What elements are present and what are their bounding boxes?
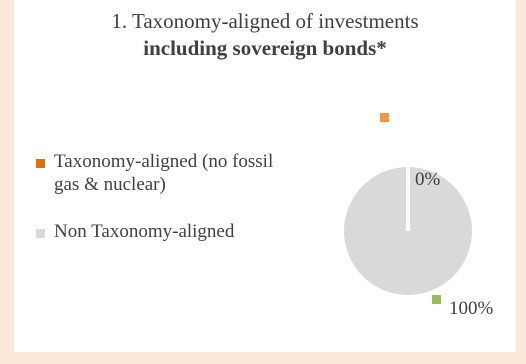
data-label-taxonomy-aligned: 0% bbox=[415, 169, 441, 190]
chart-panel: 1. Taxonomy-aligned of investments inclu… bbox=[14, 0, 516, 352]
data-label-non-taxonomy-aligned: 100% bbox=[449, 298, 494, 319]
legend-item-taxonomy-aligned: Taxonomy-aligned (no fossil gas & nuclea… bbox=[34, 150, 284, 196]
legend: Taxonomy-aligned (no fossil gas & nuclea… bbox=[34, 150, 284, 243]
data-label-marker-taxonomy-aligned bbox=[380, 113, 389, 122]
legend-label-non-taxonomy-aligned: Non Taxonomy-aligned bbox=[54, 221, 235, 242]
legend-label-taxonomy-aligned: Taxonomy-aligned (no fossil gas & nuclea… bbox=[54, 151, 274, 195]
legend-item-non-taxonomy-aligned: Non Taxonomy-aligned bbox=[34, 220, 284, 243]
data-label-marker-non-taxonomy-aligned bbox=[432, 295, 441, 304]
legend-swatch-non-taxonomy-aligned bbox=[36, 229, 45, 238]
pie-chart: 0% 100% bbox=[344, 113, 494, 319]
legend-swatch-taxonomy-aligned bbox=[36, 159, 45, 168]
pie-slices bbox=[344, 167, 472, 295]
chart-title-main: 1. Taxonomy-aligned of investments bbox=[111, 9, 419, 33]
chart-subtitle: including sovereign bonds* bbox=[143, 36, 387, 60]
chart-title: 1. Taxonomy-aligned of investments inclu… bbox=[14, 8, 516, 62]
